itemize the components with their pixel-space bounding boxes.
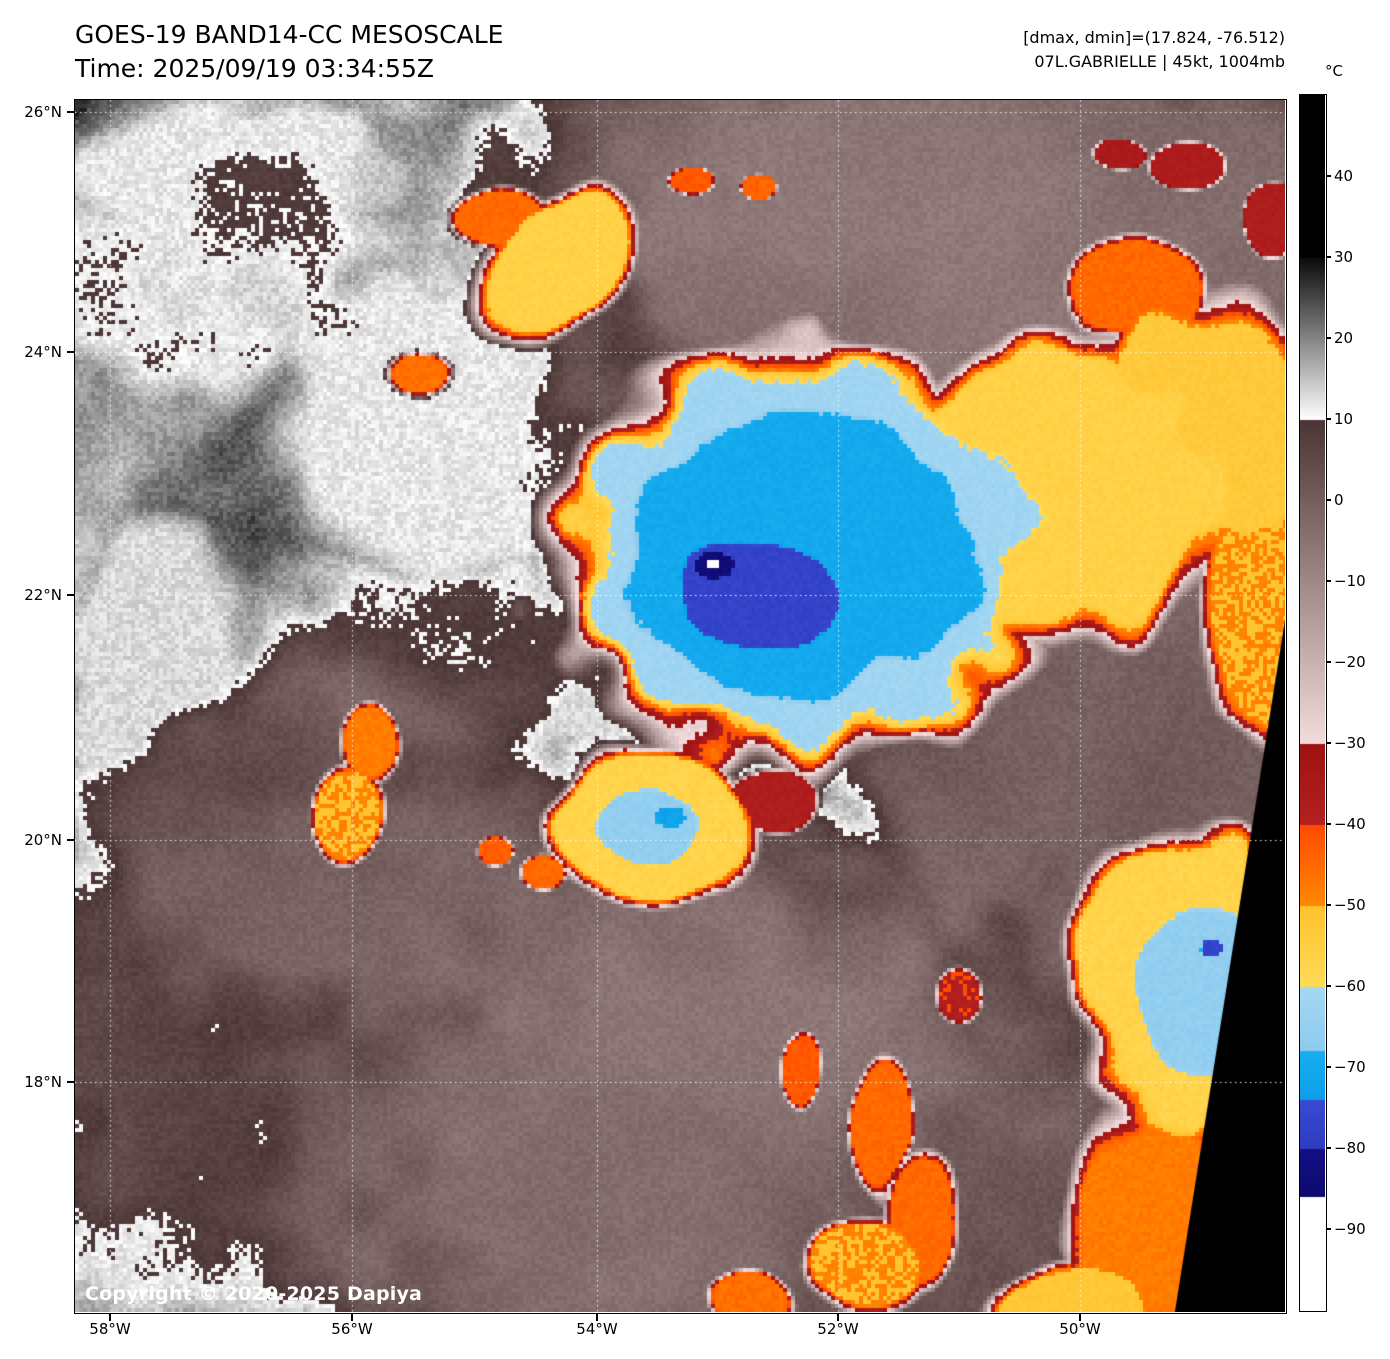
- colorbar-tick-m60: −60: [1326, 977, 1366, 995]
- colorbar-tick-m20: −20: [1326, 653, 1366, 671]
- lon-label-54w: 54°W: [576, 1320, 618, 1338]
- header-left: GOES-19 BAND14-CC MESOSCALE Time: 2025/0…: [75, 18, 503, 86]
- colorbar-tick-30: 30: [1325, 248, 1354, 266]
- lat-tick: [67, 1081, 74, 1083]
- satellite-imagery-canvas: [75, 100, 1285, 1312]
- colorbar-tick-40: 40: [1325, 167, 1354, 185]
- colorbar-tick-m10: −10: [1326, 572, 1366, 590]
- lat-tick: [67, 839, 74, 841]
- header-right: [dmax, dmin]=(17.824, -76.512) 07L.GABRI…: [1023, 26, 1285, 74]
- colorbar-gradient-canvas: [1300, 95, 1325, 1310]
- lon-label-56w: 56°W: [331, 1320, 373, 1338]
- colorbar-tick-10: 10: [1325, 410, 1354, 428]
- lat-tick: [67, 111, 74, 113]
- lon-tick: [596, 1314, 598, 1321]
- lon-label-50w: 50°W: [1059, 1320, 1101, 1338]
- lat-label-24n: 24°N: [24, 343, 62, 361]
- lon-tick: [109, 1314, 111, 1321]
- lon-tick: [351, 1314, 353, 1321]
- colorbar-tick-m90: −90: [1326, 1220, 1366, 1238]
- lat-label-22n: 22°N: [24, 586, 62, 604]
- colorbar: [1299, 94, 1327, 1312]
- colorbar-tick-m80: −80: [1326, 1139, 1366, 1157]
- page-title: GOES-19 BAND14-CC MESOSCALE: [75, 20, 504, 49]
- colorbar-tick-m40: −40: [1326, 815, 1366, 833]
- colorbar-unit-label: °C: [1325, 62, 1343, 80]
- lat-label-18n: 18°N: [24, 1073, 62, 1091]
- storm-info: 07L.GABRIELLE | 45kt, 1004mb: [1034, 52, 1285, 71]
- timestamp: Time: 2025/09/19 03:34:55Z: [75, 54, 434, 83]
- lon-label-52w: 52°W: [817, 1320, 859, 1338]
- satellite-map: Copyright © 2020-2025 Dapiya: [74, 99, 1287, 1314]
- colorbar-tick-m30: −30: [1326, 734, 1366, 752]
- lon-tick: [837, 1314, 839, 1321]
- colorbar-tick-0: 0: [1326, 491, 1344, 509]
- colorbar-tick-m50: −50: [1326, 896, 1366, 914]
- lat-label-26n: 26°N: [24, 103, 62, 121]
- lat-tick: [67, 594, 74, 596]
- copyright-text: Copyright © 2020-2025 Dapiya: [85, 1283, 423, 1305]
- lon-label-58w: 58°W: [89, 1320, 131, 1338]
- lat-label-20n: 20°N: [24, 831, 62, 849]
- lat-tick: [67, 351, 74, 353]
- lon-tick: [1079, 1314, 1081, 1321]
- colorbar-tick-m70: −70: [1326, 1058, 1366, 1076]
- dmax-dmin-readout: [dmax, dmin]=(17.824, -76.512): [1023, 28, 1285, 47]
- colorbar-tick-20: 20: [1325, 329, 1354, 347]
